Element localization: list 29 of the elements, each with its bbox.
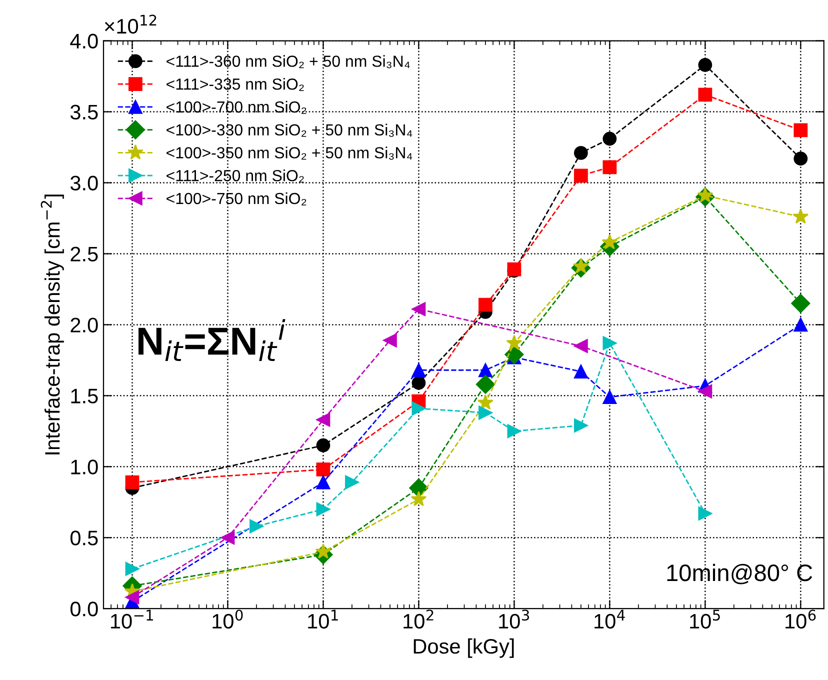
legend-label: <100>-750 nm SiO₂ (166, 192, 306, 206)
x-tick-label: 10$^{2}$ (404, 610, 434, 629)
x-tick-label: 10$^{−1}$ (111, 610, 153, 629)
y-tick-label: 0.0 (70, 602, 98, 616)
legend-label: <111>-360 nm SiO₂ + 50 nm Si₃N₄ (166, 55, 410, 68)
annotation: N$_{it}$=ΣN$_{it}$$^{i}$ (138, 319, 286, 362)
legend-label: <100>-330 nm SiO₂ + 50 nm Si₃N₄ (166, 124, 412, 137)
x-tick-label: 10$^{1}$ (308, 610, 338, 629)
y-tick-label: 2.5 (70, 246, 98, 262)
x-tick-label: 10$^{0}$ (212, 610, 243, 629)
y-tick-label: 1.0 (71, 460, 98, 474)
x-tick-label: 10$^{4}$ (594, 610, 625, 629)
y-tick-label: 1.5 (71, 388, 98, 404)
text: ×10$^{12}$ (104, 14, 156, 34)
y-tick-label: 3.5 (70, 104, 98, 120)
annotation: 10min@80° C (667, 564, 812, 584)
x-tick-label: 10$^{6}$ (786, 610, 816, 629)
y-tick-label: 2.0 (70, 318, 98, 332)
legend-label: <100>-700 nm SiO₂ (166, 100, 306, 114)
x-tick-label: 10$^{3}$ (499, 610, 530, 629)
legend-label: <111>-250 nm SiO₂ (166, 170, 304, 182)
y-tick-label: 0.5 (70, 530, 98, 546)
y-axis-title: Interface-trap density [cm$^{−2}$] (40, 194, 64, 454)
x-axis-title: Dose [kGy] (414, 638, 514, 658)
y-tick-label: 3.0 (70, 176, 98, 191)
legend-label: <100>-350 nm SiO₂ + 50 nm Si₃N₄ (166, 146, 412, 160)
y-tick-label: 4.0 (70, 34, 98, 49)
legend-label: <111>-335 nm SiO₂ (166, 78, 304, 91)
x-tick-label: 10$^{5}$ (690, 610, 720, 629)
